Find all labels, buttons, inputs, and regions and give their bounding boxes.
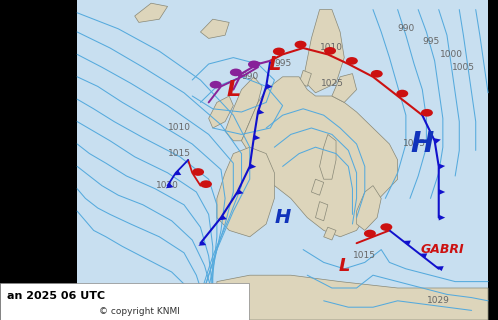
Polygon shape <box>253 135 260 140</box>
Text: 1025: 1025 <box>321 79 343 88</box>
Polygon shape <box>217 147 274 237</box>
Text: 1005: 1005 <box>452 63 475 72</box>
Circle shape <box>248 60 260 68</box>
Text: 1020: 1020 <box>156 181 179 190</box>
Circle shape <box>295 41 307 48</box>
Polygon shape <box>173 170 181 175</box>
Circle shape <box>210 81 222 89</box>
Polygon shape <box>200 19 229 38</box>
Text: L: L <box>226 80 241 100</box>
Circle shape <box>346 57 358 65</box>
Text: 1015: 1015 <box>353 252 376 260</box>
Polygon shape <box>242 77 397 237</box>
Circle shape <box>421 109 433 116</box>
Polygon shape <box>311 179 324 195</box>
Circle shape <box>230 68 242 76</box>
Polygon shape <box>198 241 206 246</box>
Text: 995: 995 <box>422 37 439 46</box>
Polygon shape <box>238 74 245 78</box>
Polygon shape <box>303 10 344 93</box>
Polygon shape <box>320 134 336 179</box>
Text: L: L <box>339 257 350 275</box>
Polygon shape <box>433 138 441 144</box>
FancyBboxPatch shape <box>77 0 488 320</box>
Polygon shape <box>299 70 311 86</box>
Polygon shape <box>439 215 445 220</box>
Circle shape <box>371 70 383 78</box>
Polygon shape <box>438 164 445 169</box>
Polygon shape <box>225 77 262 141</box>
Text: 990: 990 <box>397 24 414 33</box>
Polygon shape <box>254 61 261 66</box>
Text: GABRI: GABRI <box>421 243 465 256</box>
Circle shape <box>396 90 408 97</box>
Text: © copyright KNMI: © copyright KNMI <box>99 307 180 316</box>
Polygon shape <box>324 227 336 240</box>
Circle shape <box>324 47 336 55</box>
Text: an 2025 06 UTC: an 2025 06 UTC <box>7 291 106 301</box>
Polygon shape <box>249 164 256 169</box>
Text: 1000: 1000 <box>440 50 463 59</box>
Circle shape <box>380 223 392 231</box>
Circle shape <box>192 168 204 176</box>
Text: L: L <box>268 54 280 74</box>
Polygon shape <box>357 186 381 230</box>
Text: H: H <box>274 208 291 227</box>
Text: 1029: 1029 <box>427 296 450 305</box>
Polygon shape <box>209 96 233 128</box>
Text: 1010: 1010 <box>168 124 191 132</box>
Text: 995: 995 <box>274 60 291 68</box>
Circle shape <box>364 230 376 237</box>
FancyBboxPatch shape <box>0 283 249 320</box>
Polygon shape <box>219 215 227 220</box>
Polygon shape <box>419 253 427 258</box>
Polygon shape <box>257 109 264 115</box>
Polygon shape <box>236 189 244 195</box>
Polygon shape <box>134 3 167 22</box>
Polygon shape <box>436 266 444 271</box>
Circle shape <box>200 180 212 188</box>
Text: 990: 990 <box>241 72 258 81</box>
Polygon shape <box>266 84 272 89</box>
Polygon shape <box>217 275 488 320</box>
Text: 1035: 1035 <box>402 140 426 148</box>
Polygon shape <box>403 241 411 245</box>
Polygon shape <box>316 202 328 221</box>
Circle shape <box>273 48 285 55</box>
Text: H: H <box>411 130 434 158</box>
Polygon shape <box>439 189 445 195</box>
Text: 1015: 1015 <box>168 149 191 158</box>
Text: 1010: 1010 <box>320 44 344 52</box>
Polygon shape <box>166 183 174 188</box>
Polygon shape <box>332 74 357 102</box>
